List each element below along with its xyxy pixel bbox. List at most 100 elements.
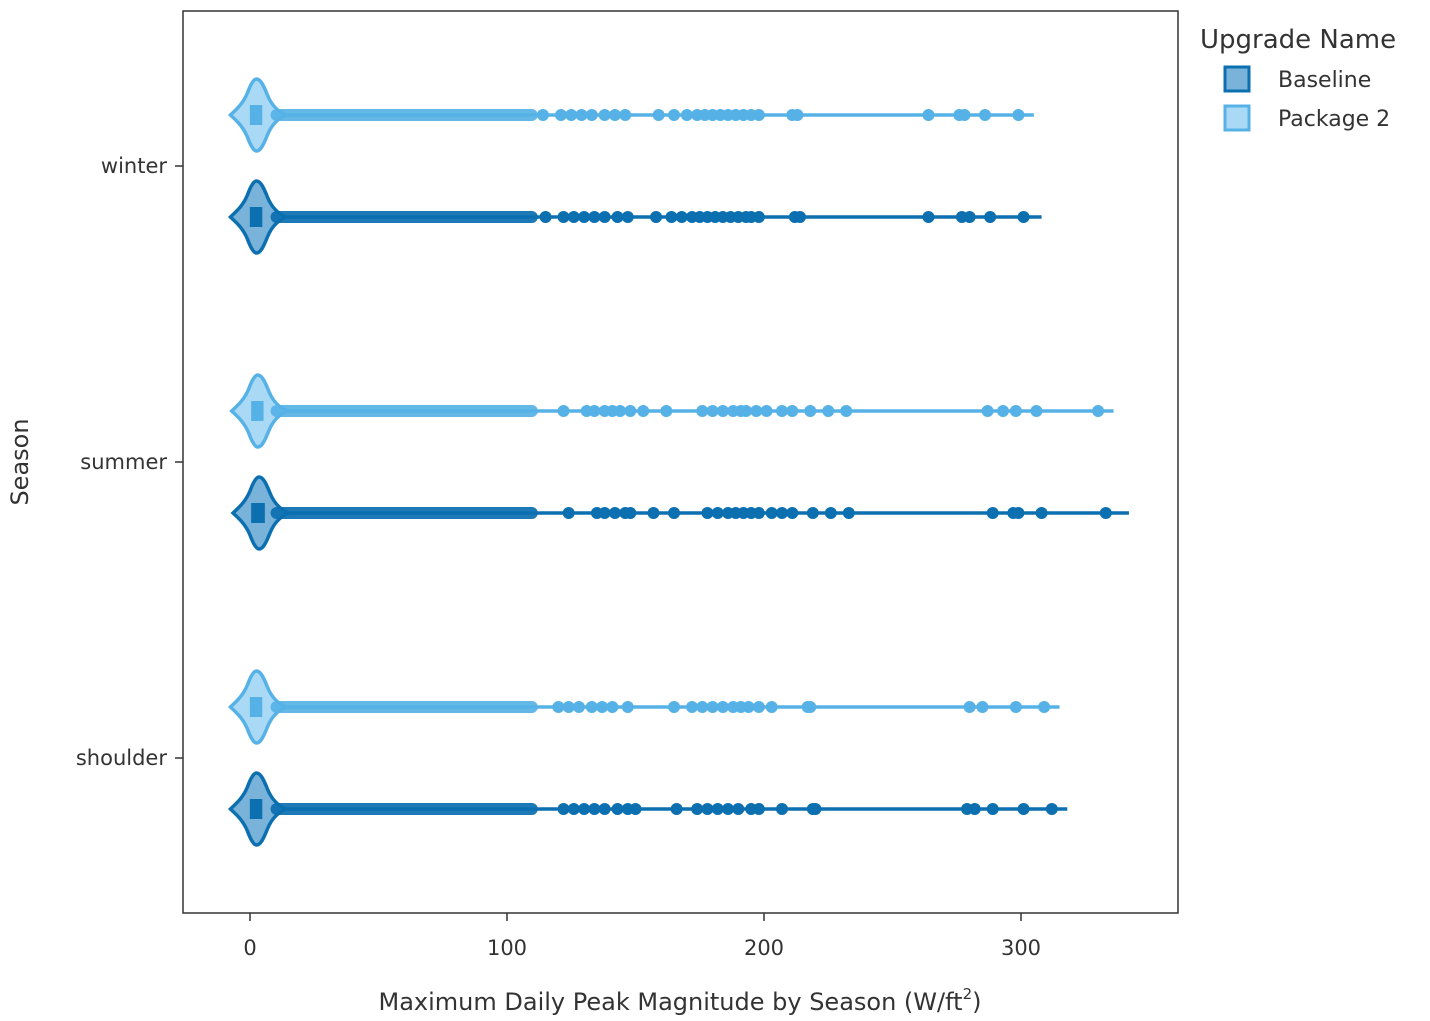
outlier-point-baseline-summer — [765, 507, 778, 519]
outlier-point-package-2-summer — [760, 405, 773, 417]
outlier-point-baseline-shoulder — [567, 803, 580, 815]
outlier-point-package-2-shoulder — [976, 701, 989, 713]
outlier-point-baseline-summer — [752, 507, 765, 519]
box-baseline-shoulder — [249, 799, 263, 819]
outlier-point-baseline-summer — [624, 507, 637, 519]
outlier-point-baseline-summer — [668, 507, 681, 519]
outlier-point-package-2-shoulder — [552, 701, 565, 713]
outlier-point-baseline-summer — [598, 507, 611, 519]
outlier-point-baseline-winter — [984, 211, 997, 223]
outlier-point-baseline-shoulder — [752, 803, 765, 815]
outlier-point-package-2-shoulder — [572, 701, 585, 713]
outlier-point-package-2-shoulder — [668, 701, 681, 713]
outlier-point-package-2-summer — [750, 405, 763, 417]
outlier-point-package-2-winter — [680, 109, 693, 121]
outlier-point-package-2-summer — [624, 405, 637, 417]
box-package-2-summer — [251, 401, 264, 421]
outlier-point-package-2-summer — [775, 405, 788, 417]
outlier-point-package-2-summer — [706, 405, 719, 417]
outlier-point-baseline-shoulder — [701, 803, 714, 815]
outlier-point-package-2-summer — [696, 405, 709, 417]
outlier-point-package-2-winter — [668, 109, 681, 121]
points-band-package-2-summer — [270, 405, 538, 417]
outlier-point-baseline-winter — [793, 211, 806, 223]
outlier-point-baseline-winter — [588, 211, 601, 223]
axes: 0 100 200 300 winter summer shoulder — [76, 154, 1041, 960]
legend: Upgrade Name Baseline Package 2 — [1200, 25, 1396, 132]
outlier-point-package-2-summer — [588, 405, 601, 417]
outlier-point-baseline-summer — [647, 507, 660, 519]
outlier-point-package-2-winter — [608, 109, 621, 121]
outlier-point-baseline-shoulder — [711, 803, 724, 815]
outlier-point-package-2-shoulder — [963, 701, 976, 713]
outlier-point-baseline-shoulder — [1045, 803, 1058, 815]
outlier-point-baseline-shoulder — [809, 803, 822, 815]
plot-frame — [182, 10, 1179, 914]
outlier-point-baseline-shoulder — [986, 803, 999, 815]
outlier-point-package-2-summer — [614, 405, 627, 417]
outlier-point-baseline-shoulder — [722, 803, 735, 815]
x-axis-title-suffix: ) — [972, 988, 981, 1016]
outlier-point-baseline-summer — [608, 507, 621, 519]
outlier-point-package-2-summer — [840, 405, 853, 417]
box-baseline-summer — [251, 503, 265, 523]
outlier-point-package-2-winter — [922, 109, 935, 121]
outlier-point-package-2-winter — [585, 109, 598, 121]
points-band-baseline-shoulder — [270, 803, 538, 815]
outlier-point-package-2-shoulder — [562, 701, 575, 713]
outlier-point-package-2-summer — [740, 405, 753, 417]
outlier-point-package-2-shoulder — [1009, 701, 1022, 713]
points-band-package-2-shoulder — [270, 701, 538, 713]
outlier-point-baseline-summer — [775, 507, 788, 519]
outlier-point-baseline-summer — [824, 507, 837, 519]
outlier-point-package-2-shoulder — [765, 701, 778, 713]
outlier-point-package-2-shoulder — [596, 701, 609, 713]
outlier-point-package-2-summer — [997, 405, 1010, 417]
outlier-point-baseline-winter — [675, 211, 688, 223]
y-tick-label: winter — [101, 154, 167, 178]
outlier-point-baseline-shoulder — [1017, 803, 1030, 815]
outlier-point-baseline-winter — [567, 211, 580, 223]
outlier-point-baseline-summer — [786, 507, 799, 519]
outlier-point-package-2-summer — [804, 405, 817, 417]
x-axis-title: Maximum Daily Peak Magnitude by Season (… — [379, 985, 982, 1016]
outlier-point-package-2-shoulder — [1038, 701, 1051, 713]
outlier-point-baseline-summer — [842, 507, 855, 519]
chart-marks — [227, 77, 1129, 847]
outlier-point-baseline-winter — [963, 211, 976, 223]
outlier-point-baseline-shoulder — [968, 803, 981, 815]
outlier-point-package-2-winter — [598, 109, 611, 121]
outlier-point-package-2-summer — [716, 405, 729, 417]
box-baseline-winter — [249, 207, 263, 227]
outlier-point-package-2-winter — [958, 109, 971, 121]
points-band-package-2-winter — [270, 109, 538, 121]
box-package-2-winter — [249, 105, 263, 125]
outlier-point-baseline-winter — [611, 211, 624, 223]
outlier-point-baseline-shoulder — [598, 803, 611, 815]
outlier-point-baseline-shoulder — [691, 803, 704, 815]
outlier-point-package-2-summer — [786, 405, 799, 417]
outlier-point-baseline-shoulder — [557, 803, 570, 815]
outlier-point-package-2-summer — [1009, 405, 1022, 417]
outlier-point-package-2-winter — [791, 109, 804, 121]
x-axis-title-text: Maximum Daily Peak Magnitude by Season (… — [379, 988, 963, 1016]
x-axis-title-superscript: 2 — [963, 985, 973, 1003]
outlier-point-package-2-shoulder — [686, 701, 699, 713]
outlier-point-package-2-shoulder — [696, 701, 709, 713]
outlier-point-baseline-winter — [650, 211, 663, 223]
outlier-point-package-2-summer — [981, 405, 994, 417]
outlier-point-baseline-winter — [598, 211, 611, 223]
outlier-point-baseline-summer — [986, 507, 999, 519]
outlier-point-package-2-winter — [752, 109, 765, 121]
x-tick-label: 100 — [487, 936, 527, 960]
y-tick-label: summer — [80, 450, 167, 474]
outlier-point-package-2-winter — [554, 109, 567, 121]
outlier-point-package-2-winter — [536, 109, 549, 121]
outlier-point-baseline-summer — [806, 507, 819, 519]
outlier-point-package-2-summer — [1092, 405, 1105, 417]
outlier-point-baseline-summer — [711, 507, 724, 519]
outlier-point-package-2-shoulder — [706, 701, 719, 713]
outlier-point-package-2-summer — [557, 405, 570, 417]
outlier-point-package-2-summer — [637, 405, 650, 417]
